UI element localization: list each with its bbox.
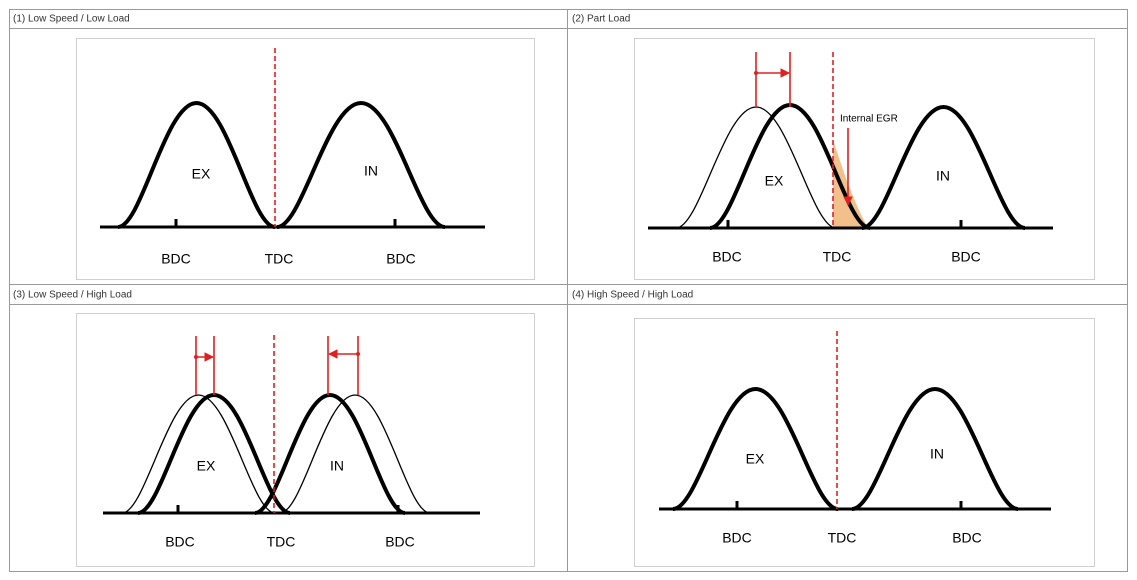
bdc-label: BDC	[161, 251, 191, 267]
in-label: IN	[364, 163, 378, 179]
ex-label: EX	[746, 451, 765, 467]
bdc-label: BDC	[952, 530, 982, 546]
panel-title: (3) Low Speed / High Load	[13, 290, 132, 301]
panel-title: (1) Low Speed / Low Load	[13, 14, 130, 25]
panel-title: (2) Part Load	[572, 14, 630, 25]
arrow-dot	[356, 352, 360, 356]
valve-lift-curve	[276, 100, 446, 229]
in-label: IN	[936, 168, 950, 184]
in-label: IN	[930, 446, 944, 462]
valve-lift-curve	[672, 386, 839, 511]
egr-area	[833, 140, 868, 228]
arrow-dot	[194, 355, 198, 359]
reference-curve	[279, 394, 431, 514]
ex-label: EX	[765, 173, 784, 189]
reference-curve	[121, 394, 276, 514]
tdc-label: TDC	[828, 530, 857, 546]
ex-label: EX	[197, 458, 216, 474]
bdc-label: BDC	[712, 249, 742, 265]
arrow-dot	[754, 71, 758, 75]
panel-header	[567, 9, 1128, 29]
tdc-label: TDC	[267, 534, 296, 550]
valve-curves	[100, 48, 1053, 515]
image-frame	[634, 38, 1095, 280]
panel-title: (4) High Speed / High Load	[572, 290, 693, 301]
tdc-label: TDC	[265, 251, 294, 267]
annotation: Internal EGR	[840, 114, 898, 125]
bdc-label: BDC	[951, 249, 981, 265]
valve-lift-curve	[861, 104, 1026, 230]
bdc-label: BDC	[385, 534, 415, 550]
valve-lift-curve	[117, 100, 276, 229]
valve-lift-curve	[254, 392, 406, 515]
image-frame	[76, 38, 535, 280]
bdc-label: BDC	[386, 251, 416, 267]
ex-label: EX	[192, 166, 211, 182]
in-label: IN	[330, 458, 344, 474]
bdc-label: BDC	[165, 534, 195, 550]
tdc-label: TDC	[823, 249, 852, 265]
valve-lift-curve	[851, 386, 1019, 511]
image-frame	[76, 313, 535, 567]
image-frame	[634, 318, 1095, 567]
bdc-label: BDC	[722, 530, 752, 546]
